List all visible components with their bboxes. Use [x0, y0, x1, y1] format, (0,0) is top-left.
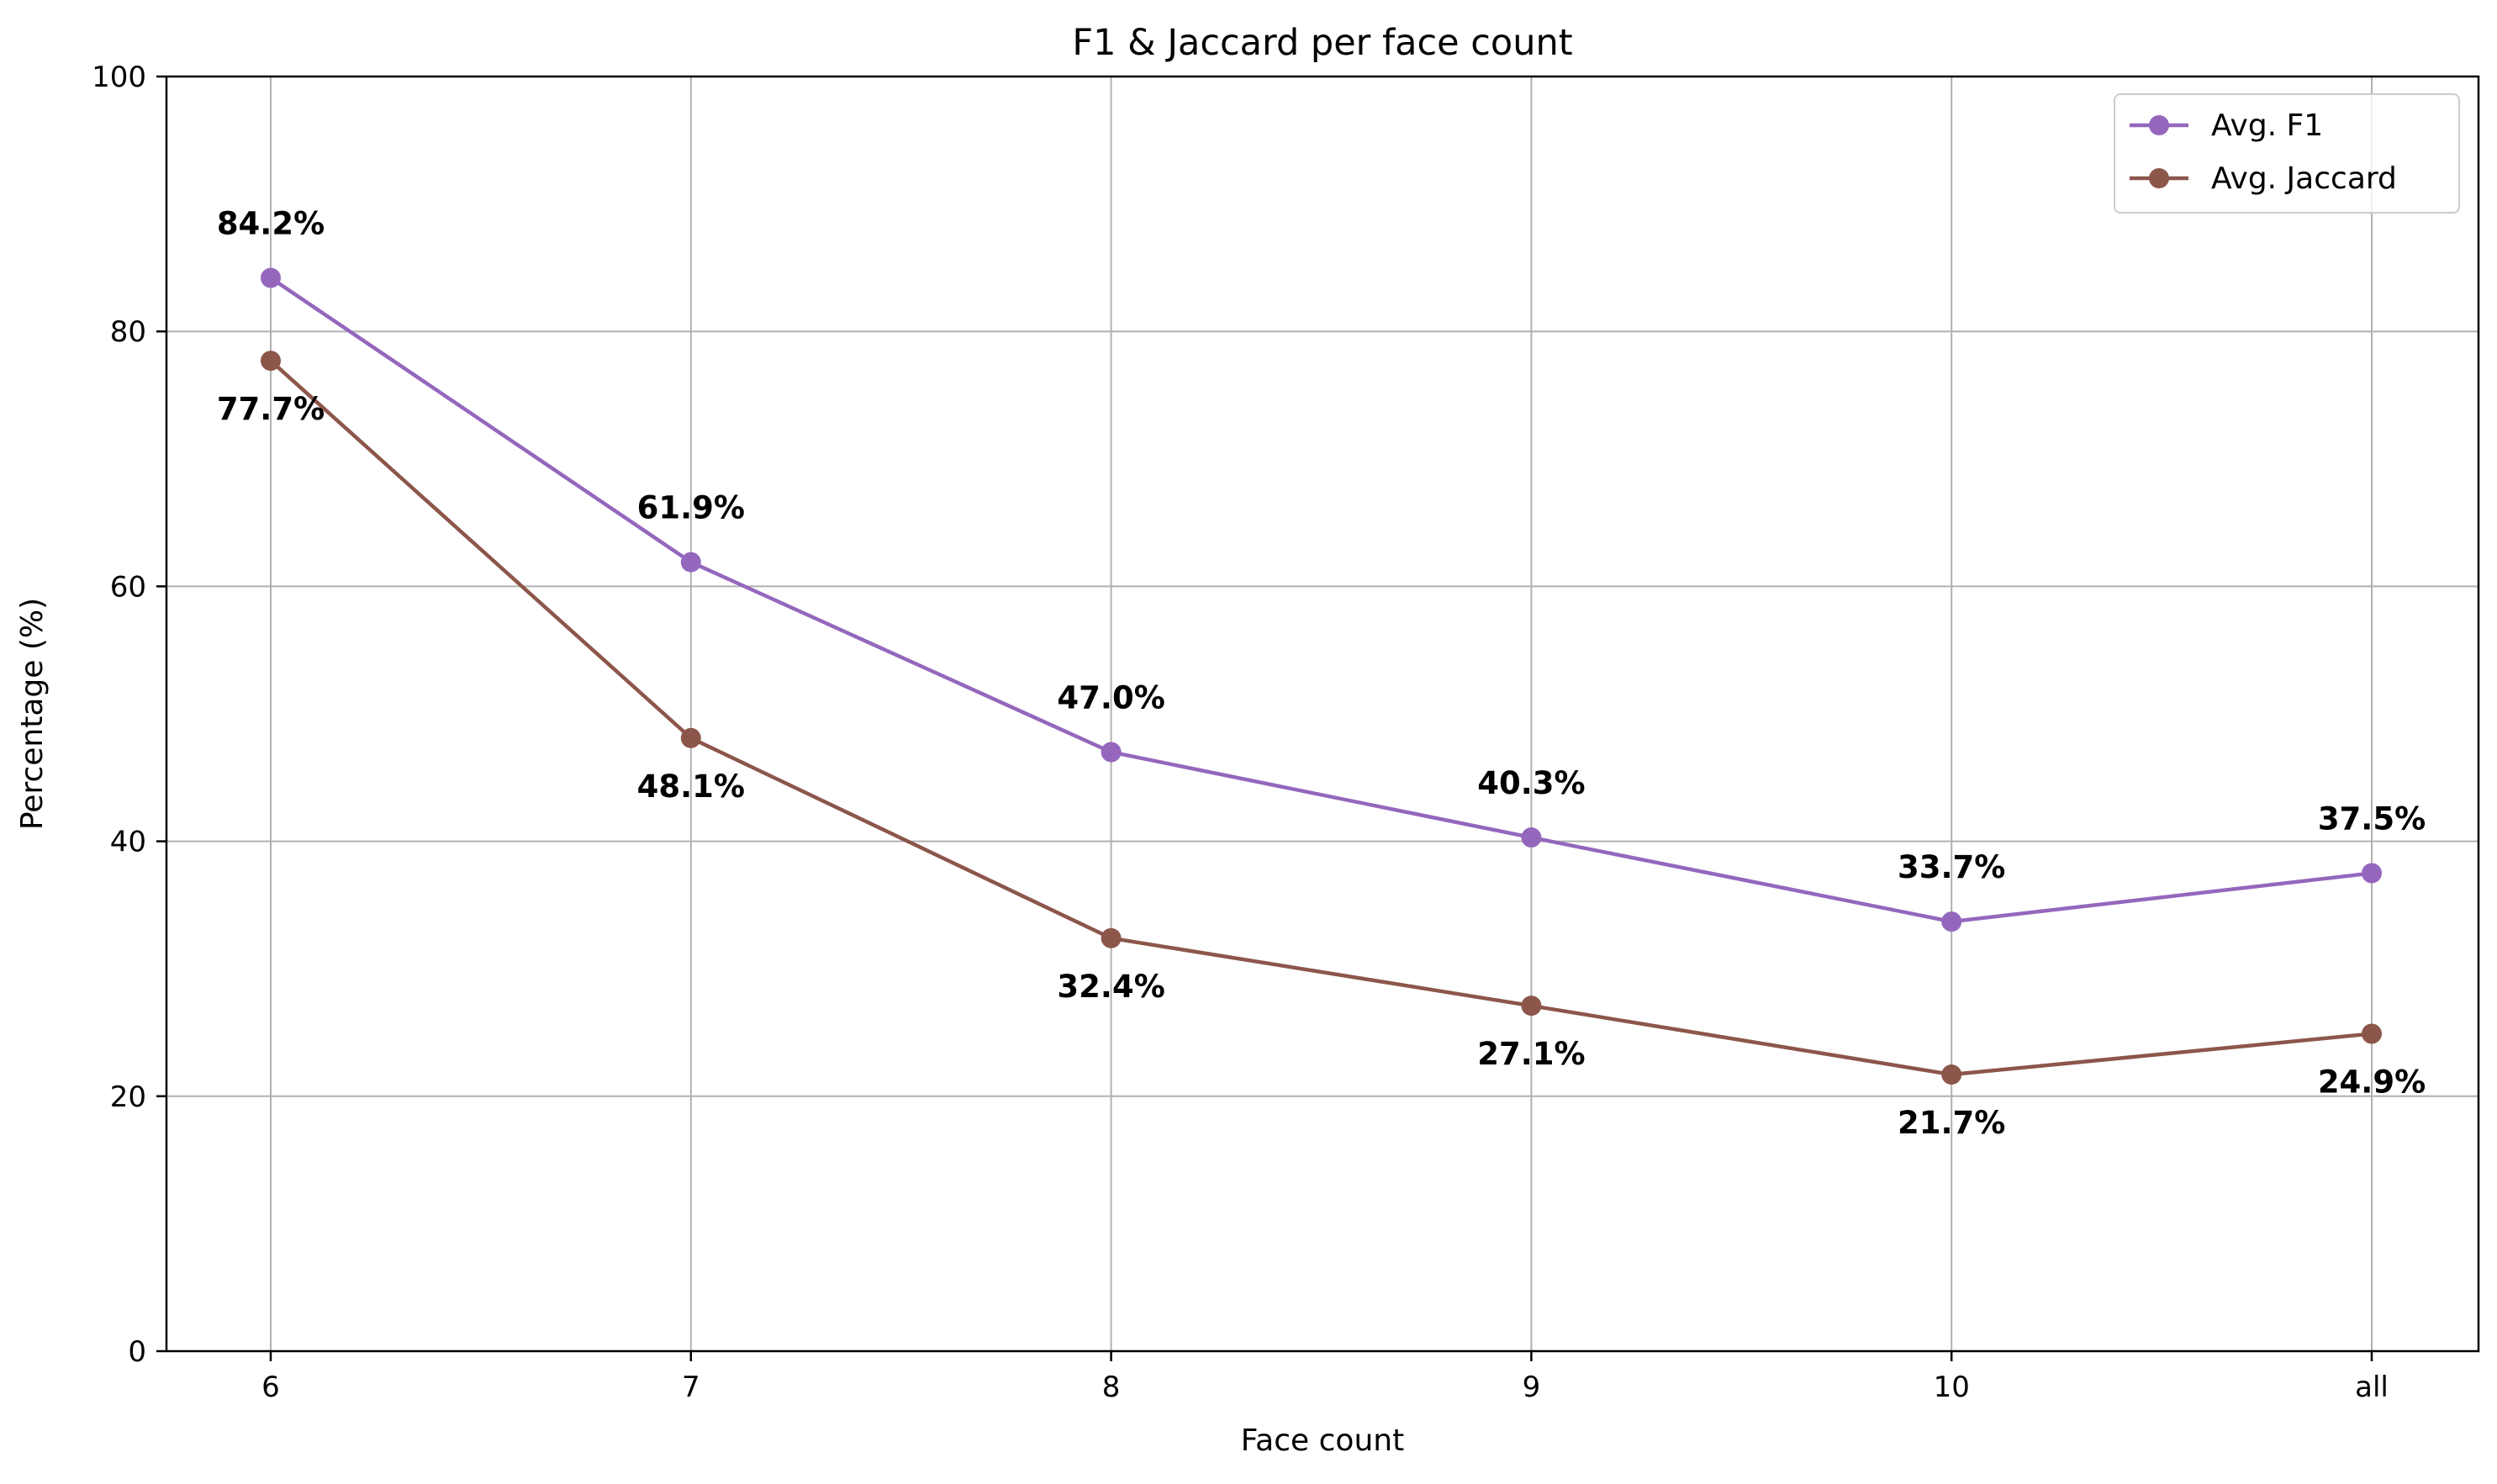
x-axis-title: Face count	[1241, 1423, 1404, 1458]
data-label: 37.5%	[2318, 801, 2426, 837]
data-point	[680, 727, 701, 748]
data-point	[261, 267, 281, 288]
y-tick-label: 80	[110, 315, 146, 349]
data-label: 40.3%	[1477, 765, 1585, 801]
data-label: 77.7%	[217, 391, 325, 427]
grid	[166, 77, 2479, 1351]
data-point	[1521, 827, 1542, 848]
data-point	[680, 552, 701, 573]
data-point	[1941, 1064, 1962, 1085]
series-line	[269, 276, 2373, 924]
x-tick-label: all	[2355, 1370, 2389, 1404]
data-point	[2362, 1023, 2382, 1044]
x-axis: 6 7 8 9 10 all	[261, 1351, 2389, 1404]
legend-box	[2114, 93, 2460, 214]
data-point	[261, 351, 281, 372]
series-line	[269, 359, 2373, 1077]
series	[261, 267, 2382, 1085]
y-tick-label: 0	[128, 1335, 146, 1369]
y-tick-label: 100	[92, 61, 146, 94]
y-tick-label: 20	[110, 1080, 146, 1114]
legend-label: Avg. Jaccard	[2211, 161, 2397, 196]
legend: Avg. F1 Avg. Jaccard	[2114, 93, 2460, 214]
x-tick-label: 7	[682, 1370, 700, 1404]
data-point	[1101, 927, 1122, 948]
y-tick-label: 40	[110, 826, 146, 859]
data-label: 33.7%	[1898, 849, 2005, 885]
plot-frame	[165, 75, 2480, 1353]
x-tick-label: 6	[261, 1370, 280, 1404]
y-axis-title: Percentage (%)	[15, 598, 50, 830]
data-point	[1101, 742, 1122, 763]
data-labels: 84.2% 61.9% 47.0% 40.3% 33.7% 37.5% 77.7% 48.1%…	[217, 206, 2426, 1141]
y-tick-label: 60	[110, 570, 146, 604]
data-point	[2362, 863, 2382, 884]
data-label: 47.0%	[1057, 679, 1164, 716]
data-point	[1941, 911, 1962, 932]
data-label: 24.9%	[2318, 1064, 2426, 1101]
data-label: 27.1%	[1477, 1036, 1585, 1072]
x-tick-label: 10	[1934, 1370, 1970, 1404]
data-label: 84.2%	[217, 206, 325, 242]
y-axis: 0 20 40 60 80 100	[92, 61, 166, 1369]
x-tick-label: 9	[1523, 1370, 1541, 1404]
legend-marker	[2149, 115, 2169, 135]
data-label: 61.9%	[637, 490, 745, 526]
legend-marker	[2149, 168, 2169, 188]
data-label: 48.1%	[637, 768, 745, 805]
data-point	[1521, 995, 1542, 1017]
chart-title: F1 & Jaccard per face count	[1072, 22, 1572, 64]
data-label: 21.7%	[1898, 1105, 2005, 1141]
legend-label: Avg. F1	[2211, 108, 2323, 143]
data-label: 32.4%	[1057, 969, 1164, 1005]
x-tick-label: 8	[1102, 1370, 1121, 1404]
